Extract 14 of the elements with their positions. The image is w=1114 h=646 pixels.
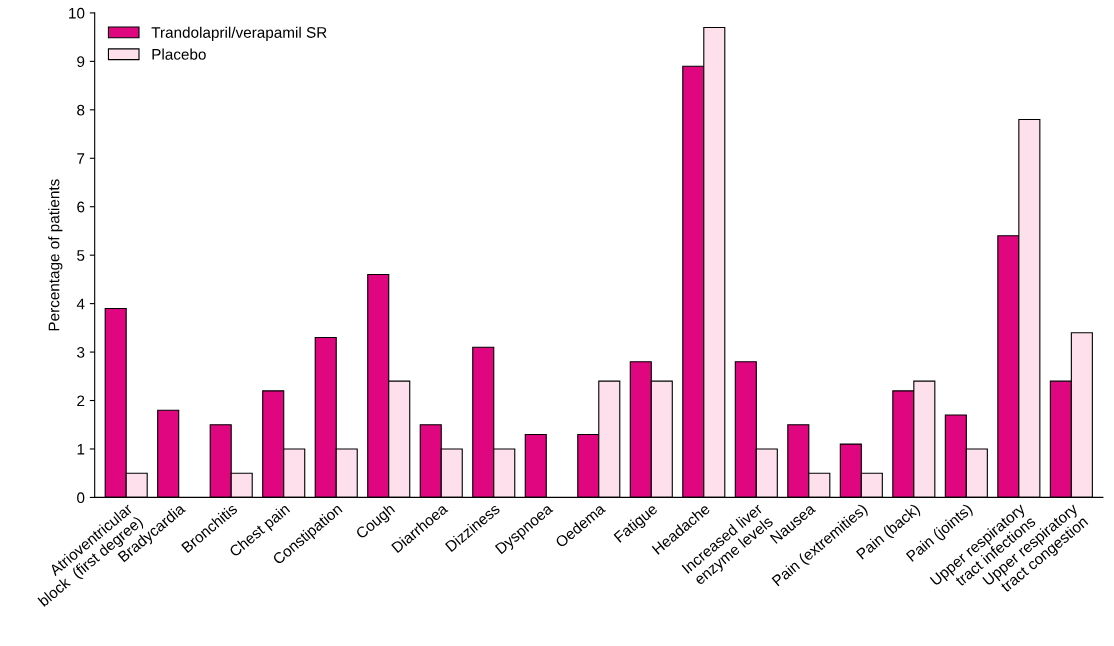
y-tick-label: 7 <box>77 153 85 164</box>
y-tick-label: 2 <box>77 395 85 407</box>
y-tick-label: 4 <box>76 298 85 310</box>
legend-label: Placebo <box>152 48 206 60</box>
y-tick-label: 6 <box>77 201 85 213</box>
y-tick-label: 10 <box>69 7 85 19</box>
legend-label: Trandolapril/verapamil SR <box>151 26 327 41</box>
y-tick-label: 8 <box>77 104 85 116</box>
y-tick-label: 5 <box>77 250 85 261</box>
y-tick-label: 1 <box>77 444 85 455</box>
y-tick-label: 0 <box>77 492 85 504</box>
y-axis-title: Percentage of patients <box>48 179 63 331</box>
y-tick-label: 3 <box>77 346 85 358</box>
y-tick-label: 9 <box>77 56 85 68</box>
